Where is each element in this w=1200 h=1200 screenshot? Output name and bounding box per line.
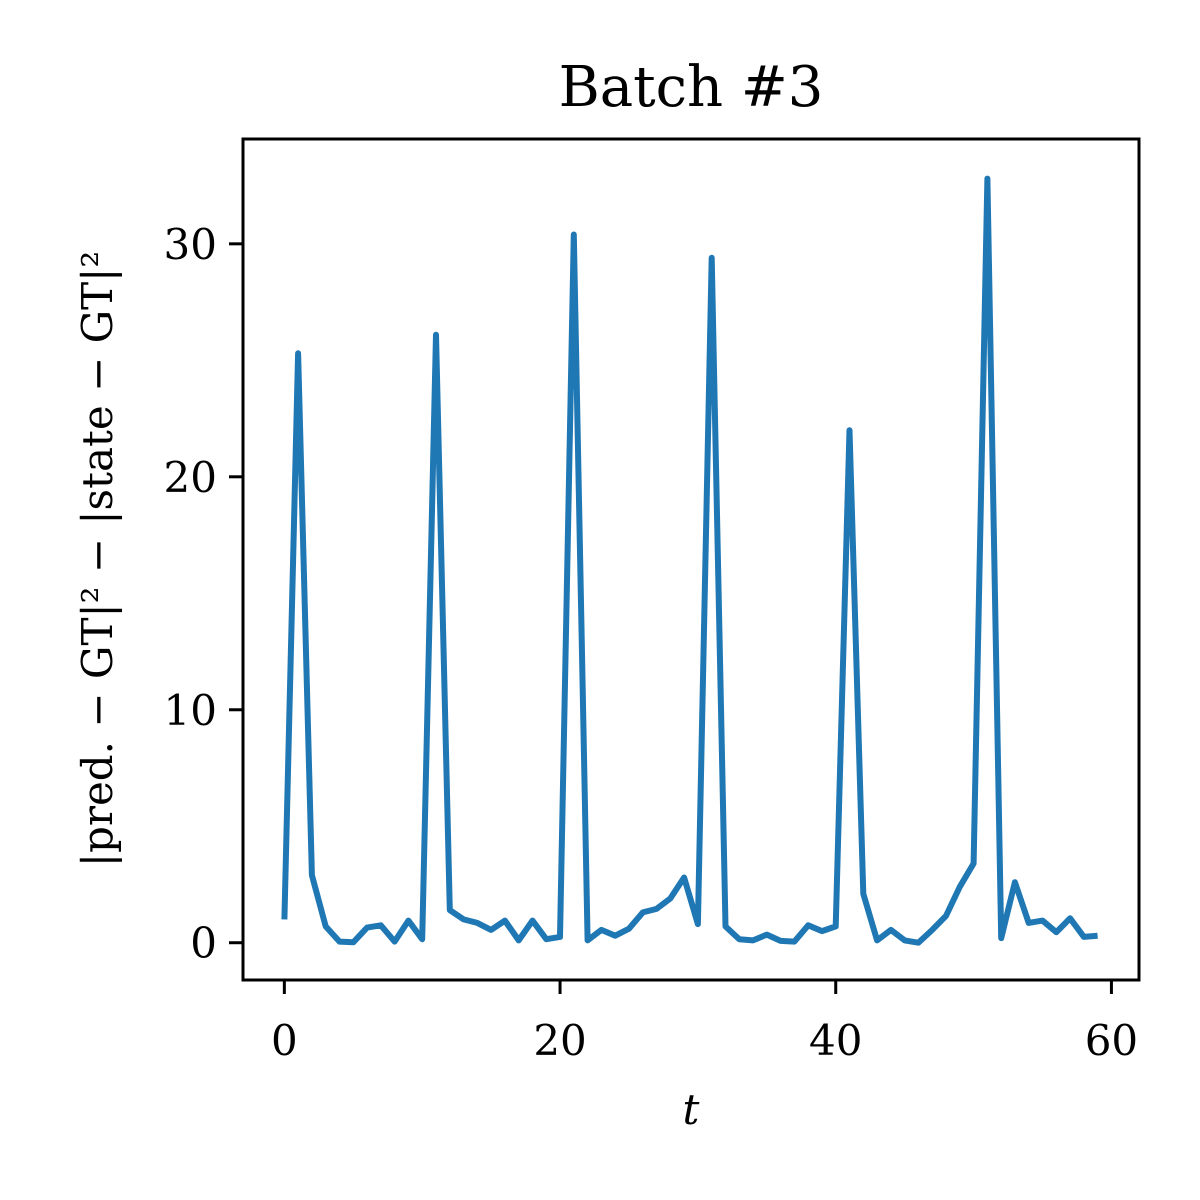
y-tick-label: 30 bbox=[164, 220, 217, 269]
x-axis-label: t bbox=[683, 1085, 700, 1134]
chart-title: Batch #3 bbox=[559, 55, 824, 120]
x-tick-label: 60 bbox=[1085, 1016, 1138, 1065]
y-tick-label: 0 bbox=[190, 919, 217, 968]
series-line bbox=[281, 175, 1098, 946]
x-tick-label: 20 bbox=[533, 1016, 586, 1065]
y-axis-label: |pred. − GT|² − |state − GT|² bbox=[73, 251, 122, 867]
plot-frame bbox=[241, 137, 1141, 982]
y-tick-label: 20 bbox=[164, 453, 217, 502]
x-tick-label: 0 bbox=[271, 1016, 298, 1065]
y-tick-label: 10 bbox=[164, 686, 217, 735]
x-tick-label: 40 bbox=[809, 1016, 862, 1065]
axis-ticks: 0 20 40 60 0 10 20 30 bbox=[164, 220, 1139, 1065]
